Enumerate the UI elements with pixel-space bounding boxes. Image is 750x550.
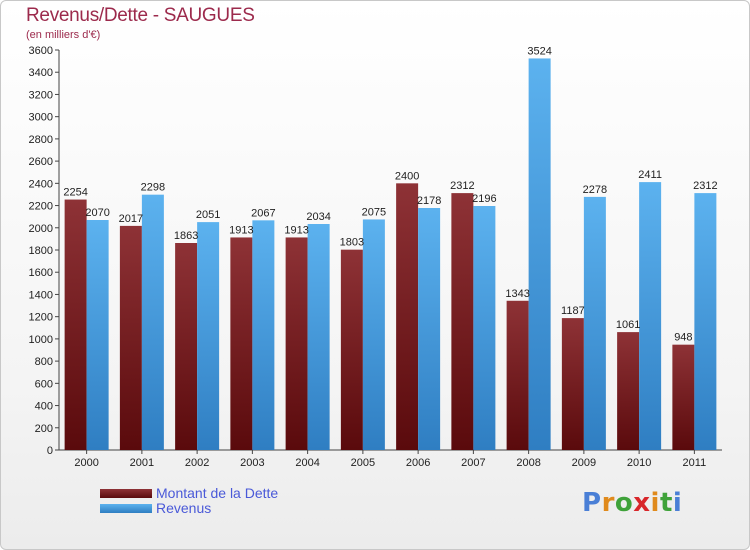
data-label-dette: 1061	[616, 319, 640, 331]
bar-revenus	[141, 194, 164, 450]
x-tick-label: 2005	[351, 457, 375, 469]
bar-dette	[285, 237, 308, 450]
y-tick-label: 200	[35, 423, 53, 435]
x-tick-label: 2002	[185, 457, 209, 469]
bar-dette	[175, 243, 198, 450]
legend-swatch-revenus	[100, 504, 152, 513]
x-tick-label: 2008	[516, 457, 540, 469]
bar-dette	[119, 225, 142, 450]
data-label-revenus: 2278	[583, 184, 607, 196]
y-tick-label: 600	[35, 378, 53, 390]
x-axis: 2000 2001 2002 2003 2004 2005 2006 2007 2008 2009…	[59, 449, 722, 469]
bar-revenus	[252, 220, 275, 450]
y-tick-label: 800	[35, 356, 53, 368]
bar-dette	[451, 193, 474, 450]
x-tick-label: 2004	[295, 457, 319, 469]
data-label-dette: 1913	[229, 224, 253, 236]
x-tick-label: 2001	[130, 457, 154, 469]
chart-title: Revenus/Dette - SAUGUES	[26, 5, 255, 26]
bar-revenus	[307, 224, 330, 450]
logo-letter: t	[659, 488, 673, 518]
bar-revenus	[86, 220, 109, 450]
bar-dette	[396, 183, 419, 451]
data-label-dette: 1187	[561, 305, 585, 317]
y-tick-label: 1800	[29, 245, 53, 257]
bar-dette	[617, 332, 640, 450]
logo-letter: o	[614, 488, 634, 518]
bar-revenus	[639, 182, 662, 450]
y-tick-label: 1600	[29, 267, 53, 279]
data-label-dette: 2017	[119, 213, 143, 225]
data-label-revenus: 2298	[141, 182, 165, 194]
bars	[64, 58, 717, 451]
x-tick-label: 2006	[406, 457, 430, 469]
bar-dette	[230, 237, 253, 450]
logo-letter: P	[582, 488, 602, 518]
x-tick-label: 2009	[572, 457, 596, 469]
x-tick-label: 2003	[240, 457, 264, 469]
data-label-dette: 1803	[340, 237, 364, 249]
x-tick-label: 2007	[461, 457, 485, 469]
logo-letter: x	[633, 488, 651, 518]
y-tick-label: 1000	[29, 334, 53, 346]
bar-dette	[340, 249, 363, 450]
bar-dette	[506, 300, 529, 450]
chart-subtitle: (en milliers d'€)	[26, 29, 101, 41]
y-tick-label: 2200	[29, 201, 53, 213]
y-tick-label: 2000	[29, 223, 53, 235]
data-label-revenus: 3524	[527, 45, 551, 57]
bar-revenus	[694, 193, 717, 450]
bar-dette	[561, 318, 584, 450]
data-label-dette: 1343	[505, 288, 529, 300]
legend-swatch-dette	[100, 489, 152, 498]
bar-dette	[64, 199, 87, 450]
x-tick-label: 2000	[74, 457, 98, 469]
data-label-dette: 1863	[174, 230, 198, 242]
data-label-dette: 2312	[450, 180, 474, 192]
data-label-dette: 2400	[395, 170, 419, 182]
data-label-dette: 2254	[63, 187, 87, 199]
y-tick-label: 0	[47, 445, 53, 457]
data-label-revenus: 2178	[417, 195, 441, 207]
bar-revenus	[528, 58, 551, 450]
bar-revenus	[583, 196, 606, 450]
y-tick-label: 1200	[29, 312, 53, 324]
logo-letter: i	[672, 488, 683, 518]
legend-label-revenus: Revenus	[156, 500, 212, 516]
bar-revenus	[362, 219, 385, 450]
data-label-revenus: 2051	[196, 209, 220, 221]
data-label-revenus: 2075	[362, 206, 386, 218]
data-label-dette: 1913	[284, 224, 308, 236]
bar-revenus	[473, 206, 496, 450]
y-axis: 0 200 400 600 800 1000 1200 1400 1600 1800 2000 220…	[29, 45, 60, 457]
data-label-revenus: 2034	[306, 211, 330, 223]
bar-dette	[672, 344, 695, 450]
logo-letter: r	[601, 488, 615, 518]
y-tick-label: 2600	[29, 156, 53, 168]
data-label-revenus: 2312	[693, 180, 717, 192]
bar-revenus	[418, 208, 441, 450]
y-tick-label: 3000	[29, 112, 53, 124]
proxiti-logo: Proxiti	[582, 488, 682, 518]
data-label-revenus: 2067	[251, 207, 275, 219]
y-tick-label: 3400	[29, 67, 53, 79]
y-tick-label: 2800	[29, 134, 53, 146]
logo-letter: i	[650, 488, 660, 518]
x-tick-label: 2011	[683, 457, 707, 469]
data-label-dette: 948	[674, 332, 692, 344]
y-tick-label: 3600	[29, 45, 53, 57]
data-label-revenus: 2411	[638, 169, 662, 181]
data-label-revenus: 2070	[85, 207, 109, 219]
y-tick-label: 400	[35, 401, 53, 413]
x-tick-label: 2010	[627, 457, 651, 469]
bar-revenus	[197, 222, 220, 450]
data-label-revenus: 2196	[472, 193, 496, 205]
y-tick-label: 2400	[29, 178, 53, 190]
legend-label-dette: Montant de la Dette	[156, 485, 279, 501]
y-tick-label: 1400	[29, 289, 53, 301]
y-tick-label: 3200	[29, 89, 53, 101]
